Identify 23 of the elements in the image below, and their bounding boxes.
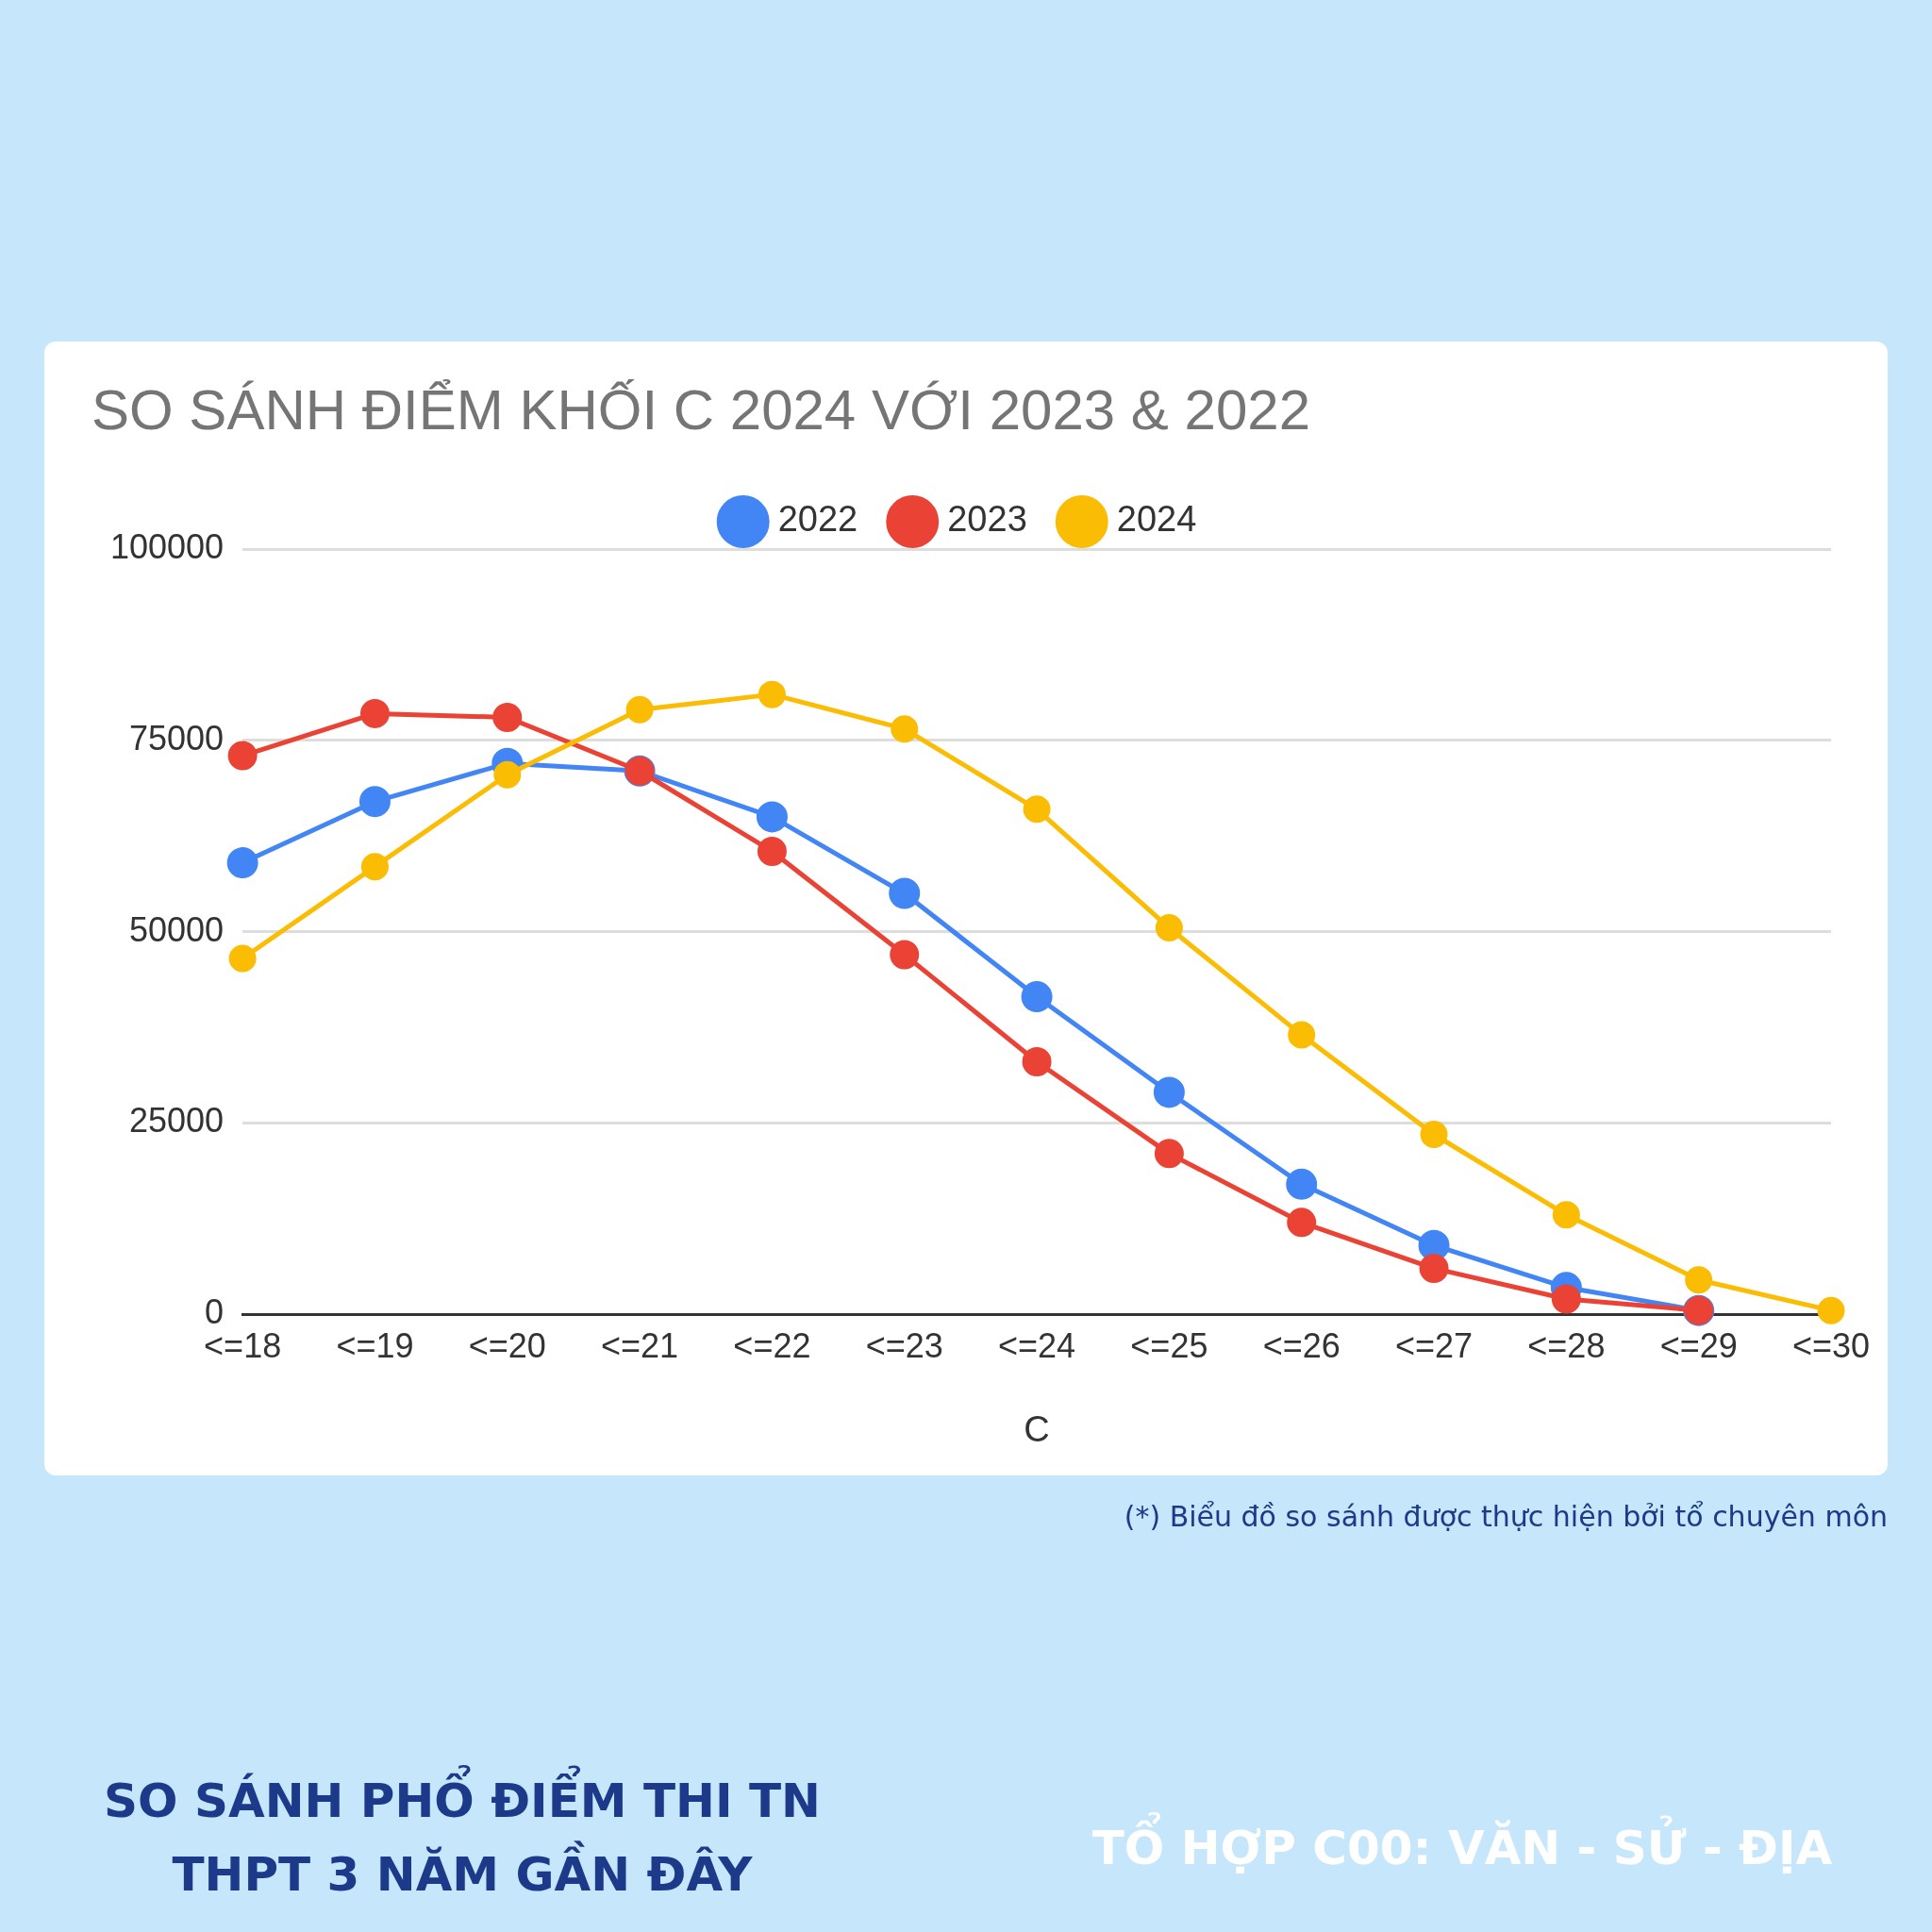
x-tick-label: <=23 [865,1325,943,1365]
legend-label: 2024 [1116,499,1197,540]
x-tick-label: <=26 [1262,1325,1341,1365]
x-axis-title: C [1024,1408,1050,1449]
x-tick-label: <=20 [468,1325,546,1365]
x-tick-label: <=29 [1659,1325,1738,1365]
legend-label: 2022 [777,499,858,540]
legend-label: 2023 [947,499,1027,540]
x-tick-label: <=27 [1394,1325,1474,1365]
x-tick-label: <=30 [1791,1325,1871,1365]
y-tick-label: 100000 [109,526,225,566]
y-tick-label: 25000 [129,1101,225,1141]
x-tick-label: <=28 [1527,1325,1606,1365]
chart-title: SO SÁNH ĐIỂM KHỐI C 2024 VỚI 2023 & 2022 [92,377,1311,441]
x-tick-label: <=24 [998,1325,1076,1365]
x-tick-label: <=25 [1130,1325,1208,1365]
y-tick-label: 75000 [129,718,225,758]
x-tick-label: <=21 [601,1325,679,1365]
x-tick-label: <=22 [733,1325,811,1365]
x-tick-label: <=19 [336,1325,414,1365]
y-tick-label: 50000 [129,909,225,949]
text: (*) Biểu đồ so sánh được thực hiện bởi tổ chuyên môn [1124,1500,1888,1533]
text: SO SÁNH PHỔ ĐIỂM THI TN THPT 3 NĂM GẦN ĐÂY [103,1764,822,1904]
